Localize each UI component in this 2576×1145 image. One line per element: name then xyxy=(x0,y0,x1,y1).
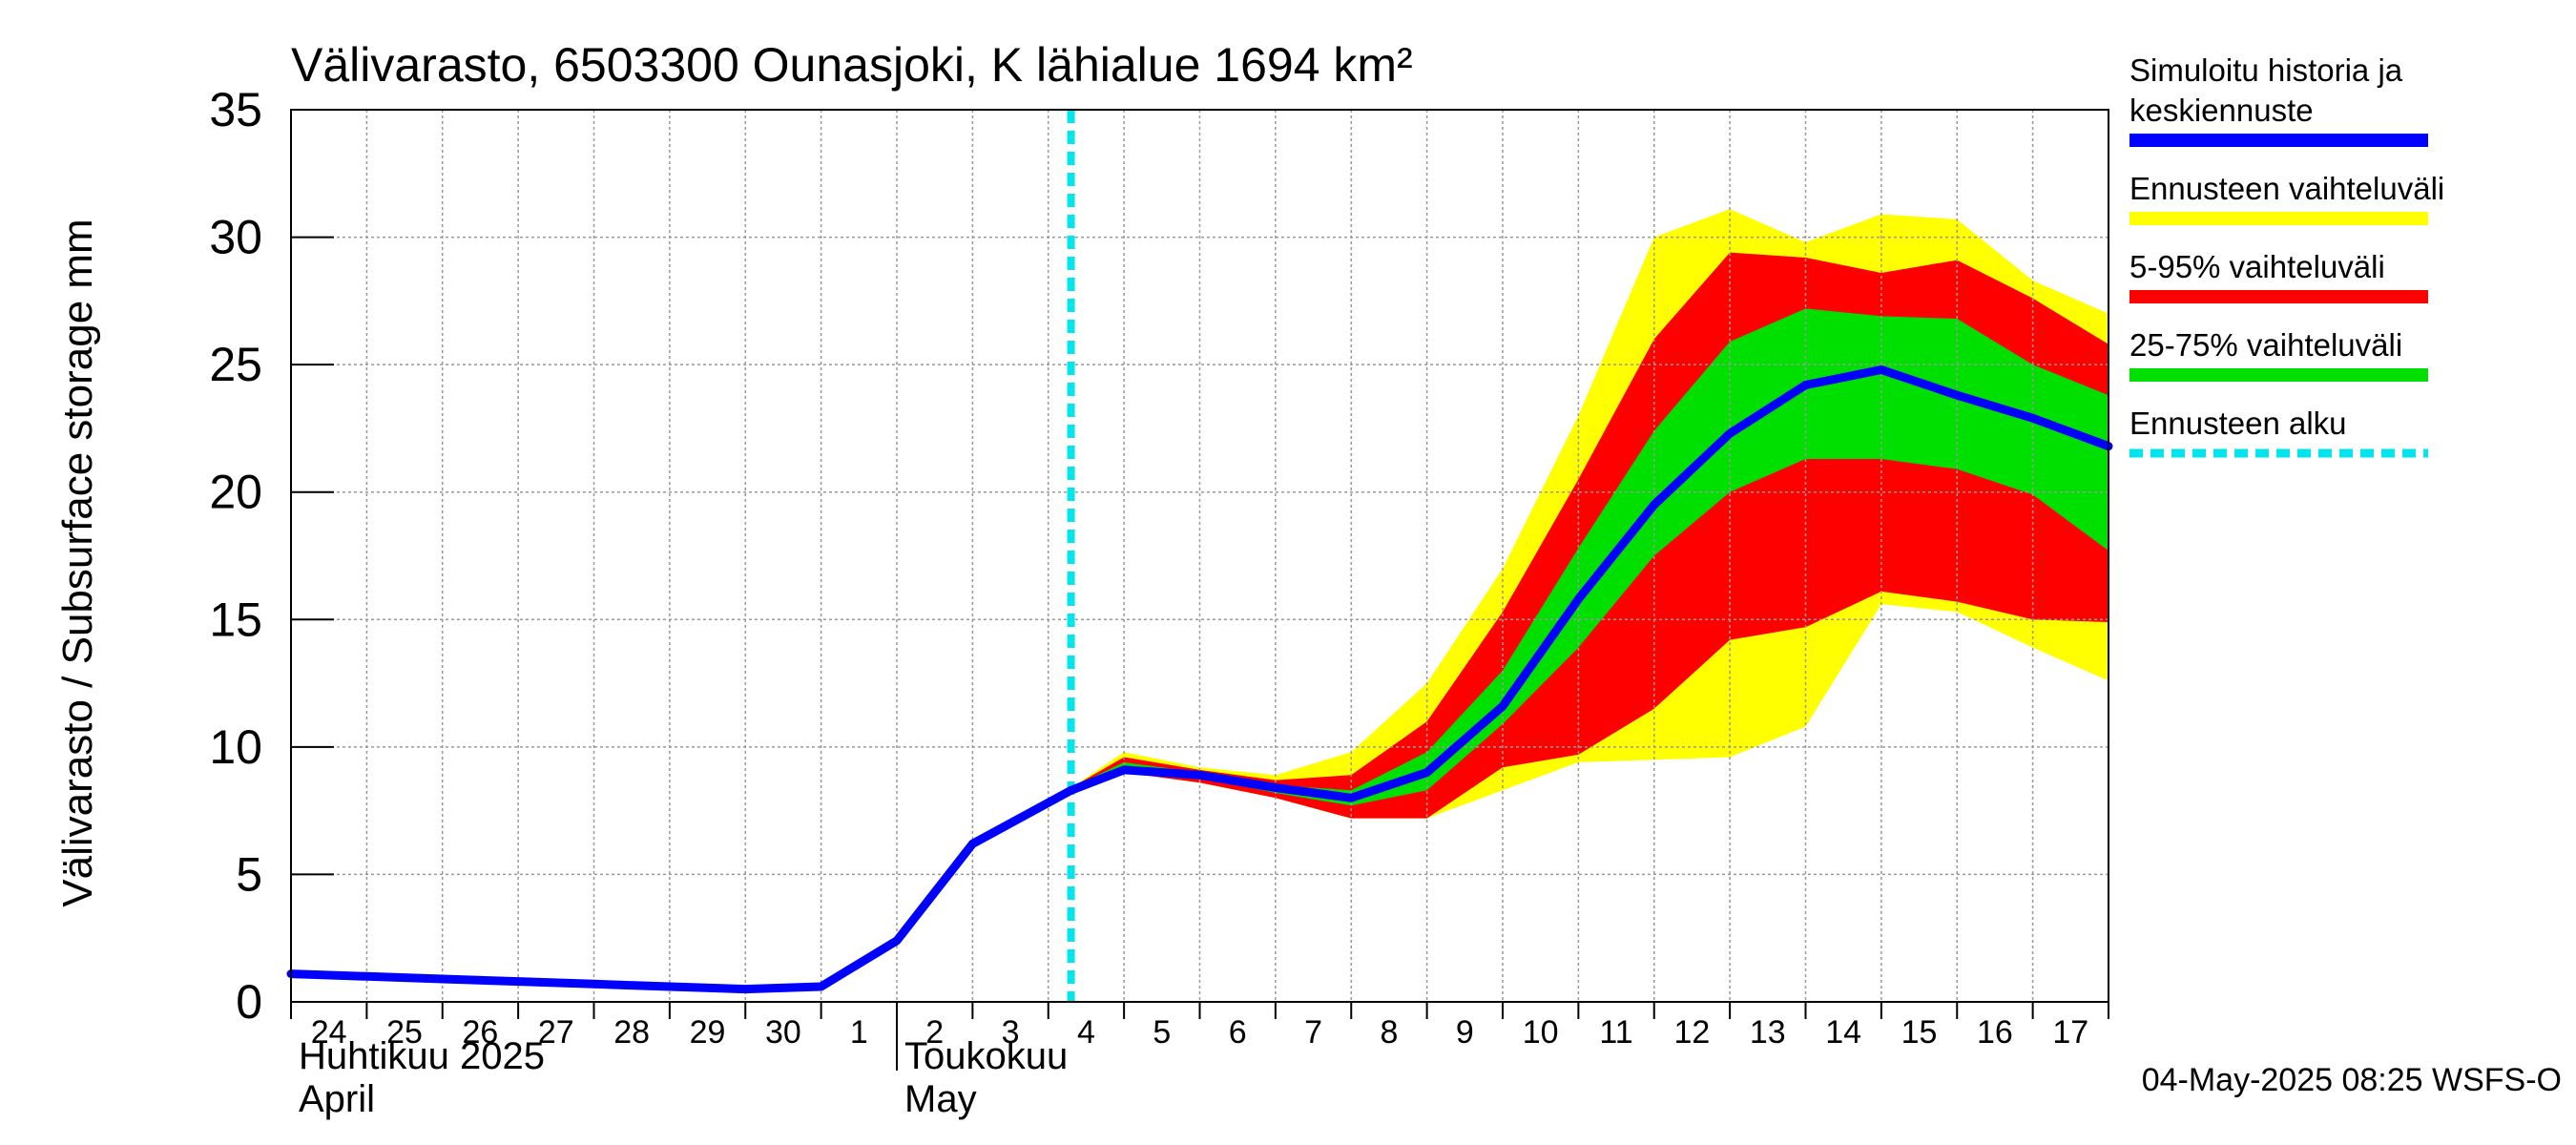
x-tick-label: 30 xyxy=(765,1014,801,1051)
y-tick-label: 20 xyxy=(209,466,262,519)
x-tick-label: 8 xyxy=(1380,1014,1398,1051)
x-tick-label: 24 xyxy=(311,1014,347,1051)
forecast-bands xyxy=(1070,209,2109,819)
x-tick-label: 5 xyxy=(1153,1014,1171,1051)
x-tick-label: 6 xyxy=(1229,1014,1247,1051)
x-tick-label: 4 xyxy=(1077,1014,1095,1051)
legend-label: 25-75% vaihteluväli xyxy=(2129,327,2402,363)
x-axis-ticks: 24 25 26 27 28 29 30 1 2 3 4 5 6 7 8 9 10 11 12 13 14 15 16 17H… xyxy=(290,1002,2109,1120)
x-tick-label: 15 xyxy=(1901,1014,1938,1051)
x-tick-label: 9 xyxy=(1456,1014,1474,1051)
x-tick-label: 11 xyxy=(1599,1014,1632,1051)
month-label-fi: Huhtikuu 2025 xyxy=(299,1035,545,1077)
legend: Simuloitu historia ja keskiennuste Ennuste… xyxy=(2129,52,2444,458)
legend-label: 5-95% vaihteluväli xyxy=(2129,249,2385,284)
series-lines xyxy=(286,364,2113,994)
x-tick-label: 12 xyxy=(1674,1014,1711,1051)
month-label-en: April xyxy=(299,1078,375,1120)
legend-label: keskiennuste xyxy=(2129,93,2314,128)
x-tick-label: 29 xyxy=(690,1014,726,1051)
x-tick-label: 25 xyxy=(386,1014,423,1051)
x-tick-label: 28 xyxy=(613,1014,650,1051)
y-tick-label: 0 xyxy=(236,975,262,1029)
y-tick-label: 25 xyxy=(209,338,262,391)
x-tick-label: 10 xyxy=(1523,1014,1559,1051)
legend-label: Ennusteen alku xyxy=(2129,406,2347,441)
x-tick-label: 2 xyxy=(925,1014,944,1051)
y-tick-label: 15 xyxy=(209,593,262,646)
y-axis-ticks: 0 5 10 15 20 25 30 35 xyxy=(209,83,334,1029)
timestamp: 04-May-2025 08:25 WSFS-O xyxy=(2142,1062,2562,1098)
x-tick-label: 1 xyxy=(850,1014,868,1051)
y-tick-label: 10 xyxy=(209,720,262,774)
x-tick-label: 7 xyxy=(1304,1014,1322,1051)
x-tick-label: 27 xyxy=(538,1014,574,1051)
x-tick-label: 17 xyxy=(2052,1014,2088,1051)
y-tick-label: 30 xyxy=(209,211,262,264)
chart-title: Välivarasto, 6503300 Ounasjoki, K lähial… xyxy=(291,38,1413,92)
x-tick-label: 3 xyxy=(1002,1014,1020,1051)
x-tick-label: 26 xyxy=(463,1014,499,1051)
legend-label: Simuloitu historia ja xyxy=(2129,52,2403,88)
y-tick-label: 5 xyxy=(236,847,262,901)
x-tick-label: 16 xyxy=(1977,1014,2013,1051)
x-tick-label: 13 xyxy=(1750,1014,1786,1051)
month-label-en: May xyxy=(904,1078,977,1120)
y-axis-label: Välivarasto / Subsurface storage mm xyxy=(54,219,101,906)
series-line-mean xyxy=(286,364,2113,994)
legend-label: Ennusteen vaihteluväli xyxy=(2129,171,2444,206)
x-tick-label: 14 xyxy=(1825,1014,1861,1051)
month-label-fi: Toukokuu xyxy=(904,1035,1068,1077)
y-tick-label: 35 xyxy=(209,83,262,136)
band-25-75 xyxy=(1070,308,2109,806)
